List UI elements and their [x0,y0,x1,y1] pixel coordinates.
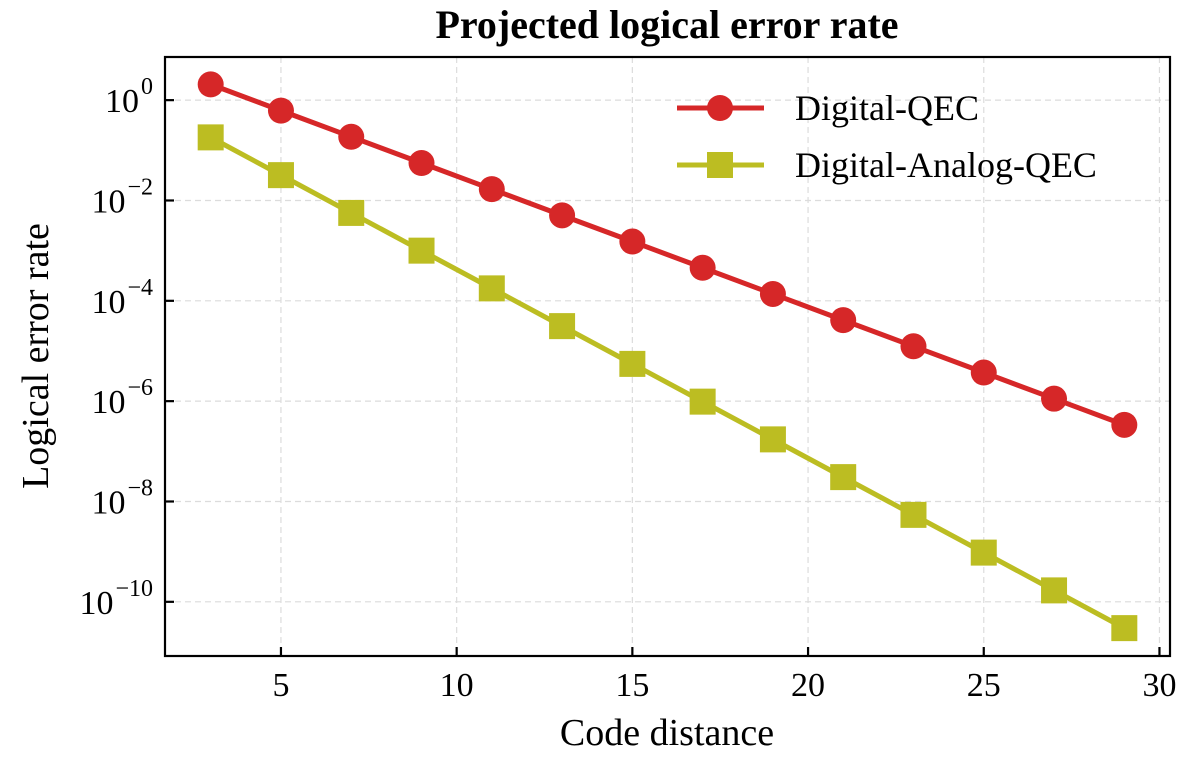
x-tick-label: 15 [615,667,649,704]
data-point-digital-qec [549,202,576,229]
x-axis-label: Code distance [560,712,774,754]
y-tick-base: 10 [91,183,125,220]
data-point-digital-analog-qec [900,501,927,528]
y-tick-base: 10 [105,83,139,120]
chart-title: Projected logical error rate [435,2,898,47]
y-tick-label: 100 [105,74,153,120]
x-tick-label: 25 [967,667,1001,704]
data-point-digital-analog-qec [478,275,505,302]
data-point-digital-analog-qec [689,388,716,415]
data-point-digital-analog-qec [408,237,435,264]
data-point-digital-qec [970,359,997,386]
y-tick-exponent: −2 [127,174,153,200]
data-point-digital-qec [1111,411,1138,438]
data-point-digital-qec [900,333,927,360]
data-point-digital-analog-qec [1111,615,1138,642]
y-tick-exponent: −6 [127,375,153,401]
legend-label-digital-qec: Digital-QEC [795,88,979,128]
data-point-digital-qec [830,307,857,334]
data-point-digital-analog-qec [338,199,365,226]
legend-marker-digital-analog-qec [707,152,733,178]
data-point-digital-analog-qec [830,464,857,491]
data-point-digital-qec [478,176,505,203]
y-tick-base: 10 [91,384,125,421]
x-tick-label: 30 [1142,667,1176,704]
y-tick-exponent: −8 [127,475,153,501]
x-tick-label: 10 [440,667,474,704]
y-tick-base: 10 [91,284,125,321]
x-tick-label: 5 [272,667,289,704]
grid-layer [165,57,1170,656]
y-axis-label: Logical error rate [15,223,57,489]
y-tick-label: 10−4 [91,275,153,321]
data-point-digital-qec [619,228,646,255]
data-point-digital-qec [689,254,716,281]
x-tick-label: 20 [791,667,825,704]
data-point-digital-qec [408,150,435,177]
legend-label-digital-analog-qec: Digital-Analog-QEC [795,145,1097,185]
data-point-digital-analog-qec [549,313,576,340]
y-tick-base: 10 [91,484,125,521]
y-tick-base: 10 [79,585,113,622]
data-point-digital-qec [759,280,786,307]
data-point-digital-qec [197,71,224,98]
y-tick-exponent: −4 [127,275,153,301]
data-point-digital-qec [1041,385,1068,412]
data-point-digital-analog-qec [1041,577,1068,604]
y-tick-label: 10−2 [91,174,153,220]
y-tick-label: 10−6 [91,375,153,421]
y-tick-exponent: −10 [115,576,153,602]
series-layer [197,71,1138,642]
legend: Digital-QEC Digital-Analog-QEC [677,88,1097,185]
y-tick-label: 10−8 [91,475,153,521]
data-point-digital-analog-qec [197,124,224,151]
y-tick-label: 10−10 [79,576,153,622]
data-point-digital-qec [338,123,365,150]
data-point-digital-qec [267,97,294,124]
axes-frame [163,55,1172,658]
data-point-digital-analog-qec [759,426,786,453]
data-point-digital-analog-qec [970,539,997,566]
data-point-digital-analog-qec [619,350,646,377]
y-tick-exponent: 0 [141,74,153,100]
data-point-digital-analog-qec [267,162,294,189]
legend-marker-digital-qec [707,95,733,121]
